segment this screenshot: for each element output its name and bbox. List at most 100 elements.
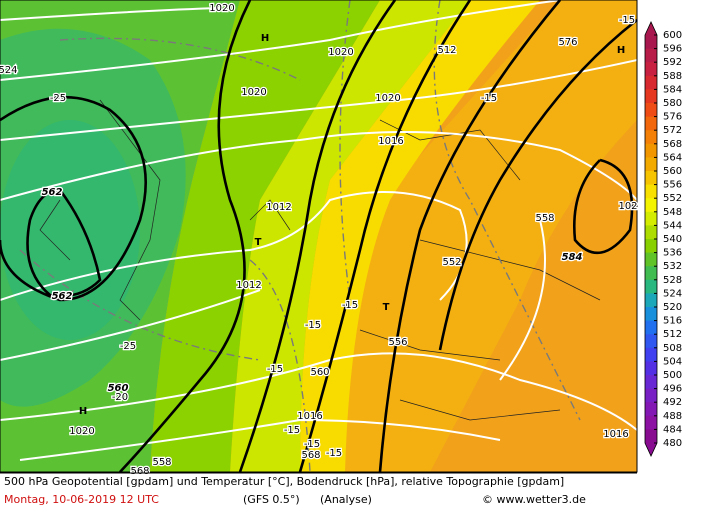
map-label: H bbox=[79, 406, 87, 417]
colorbar-segment bbox=[645, 198, 657, 213]
colorbar-label: 528 bbox=[663, 275, 682, 286]
map-label: -15 bbox=[326, 448, 342, 459]
map-labels: 1020 H 1020 512 576 -15 H 524 -25 1020 1020 -15 1016… bbox=[0, 2, 639, 479]
colorbar-segment bbox=[645, 307, 657, 322]
colorbar-label: 520 bbox=[663, 302, 682, 313]
colorbar-segment bbox=[645, 266, 657, 281]
colorbar-segment bbox=[645, 347, 657, 362]
colorbar-segment bbox=[645, 402, 657, 417]
map-label: 1020 bbox=[241, 87, 266, 98]
colorbar-label: 484 bbox=[663, 424, 682, 435]
colorbar-label: 584 bbox=[663, 84, 682, 95]
colorbar-segment bbox=[645, 35, 657, 50]
colorbar-segment bbox=[645, 48, 657, 63]
colorbar-label: 516 bbox=[663, 316, 682, 327]
colorbar-segment bbox=[645, 103, 657, 118]
colorbar-segment bbox=[645, 239, 657, 254]
colorbar-label: 568 bbox=[663, 139, 682, 150]
colorbar-label: 548 bbox=[663, 207, 682, 218]
map-label: 1020 bbox=[375, 93, 400, 104]
caption-analysis: (Analyse) bbox=[320, 493, 372, 506]
colorbar-segment bbox=[645, 415, 657, 430]
caption-date: Montag, 10-06-2019 12 UTC bbox=[4, 493, 159, 506]
map-label: T bbox=[255, 237, 262, 248]
map-label: 1012 bbox=[266, 202, 291, 213]
map-label: H bbox=[261, 33, 269, 44]
colorbar-segment bbox=[645, 116, 657, 131]
map-label: 524 bbox=[0, 65, 18, 76]
colorbar-label: 480 bbox=[663, 438, 682, 449]
map-label: 560 bbox=[108, 383, 129, 394]
map-label: 576 bbox=[558, 37, 577, 48]
colorbar-label: 600 bbox=[663, 30, 682, 41]
map-frame bbox=[0, 0, 638, 473]
map bbox=[0, 0, 638, 473]
colorbar-label: 552 bbox=[663, 193, 682, 204]
zone-yellow bbox=[300, 0, 540, 472]
colorbar-segment bbox=[645, 143, 657, 158]
colorbar-label: 592 bbox=[663, 57, 682, 68]
map-label: 1012 bbox=[236, 280, 261, 291]
map-label: 1020 bbox=[328, 47, 353, 58]
map-label: 562 bbox=[42, 187, 63, 198]
colorbar-label: 588 bbox=[663, 71, 682, 82]
map-label: 556 bbox=[388, 337, 407, 348]
caption-credit: © www.wetter3.de bbox=[482, 493, 586, 506]
map-label: -15 bbox=[342, 300, 358, 311]
colorbar-label: 580 bbox=[663, 98, 682, 109]
map-label: -25 bbox=[50, 93, 66, 104]
colorbar-label: 512 bbox=[663, 329, 682, 340]
map-label: -25 bbox=[120, 341, 136, 352]
caption-description: 500 hPa Geopotential [gpdam] und Tempera… bbox=[4, 475, 564, 488]
colorbar-segment bbox=[645, 211, 657, 226]
map-label: 1016 bbox=[378, 136, 403, 147]
map-label: -20 bbox=[112, 392, 128, 403]
colorbar-arrow-bottom bbox=[645, 443, 657, 456]
colorbar-label: 556 bbox=[663, 180, 682, 191]
colorbar-label: 492 bbox=[663, 397, 682, 408]
colorbar-arrow-top bbox=[645, 22, 657, 35]
colorbar-label: 496 bbox=[663, 384, 682, 395]
map-label: 1016 bbox=[603, 429, 628, 440]
colorbar: 600 596 592 588 584 580 576 572 568 564 560 556 552 5… bbox=[644, 21, 682, 457]
colorbar-segment bbox=[645, 225, 657, 240]
colorbar-label: 544 bbox=[663, 220, 682, 231]
colorbar-segment bbox=[645, 130, 657, 145]
map-label: 1020 bbox=[69, 426, 94, 437]
colorbar-label: 500 bbox=[663, 370, 682, 381]
colorbar-segment bbox=[645, 388, 657, 403]
map-label: 558 bbox=[152, 457, 171, 468]
temperature-lines bbox=[19, 0, 581, 473]
colorbar-label: 532 bbox=[663, 261, 682, 272]
colorbar-label: 540 bbox=[663, 234, 682, 245]
map-label: -15 bbox=[267, 364, 283, 375]
map-label: 512 bbox=[437, 45, 456, 56]
colorbar-segment bbox=[645, 184, 657, 199]
colorbar-segment bbox=[645, 375, 657, 390]
colorbar-label: 560 bbox=[663, 166, 682, 177]
pressure-isobars bbox=[0, 0, 637, 460]
caption-model: (GFS 0.5°) bbox=[243, 493, 300, 506]
colorbar-label: 488 bbox=[663, 411, 682, 422]
map-label: 560 bbox=[310, 367, 329, 378]
map-label: -15 bbox=[304, 439, 320, 450]
map-label: -15 bbox=[481, 93, 497, 104]
map-label: T bbox=[383, 302, 390, 313]
map-label: 584 bbox=[562, 252, 583, 263]
colorbar-label: 596 bbox=[663, 44, 682, 55]
colorbar-segment bbox=[645, 320, 657, 335]
colorbar-segment bbox=[645, 293, 657, 308]
map-label: -15 bbox=[284, 425, 300, 436]
colorbar-segment bbox=[645, 334, 657, 349]
map-label: -15 bbox=[305, 320, 321, 331]
map-label: H bbox=[617, 45, 625, 56]
colorbar-label: 576 bbox=[663, 112, 682, 123]
colorbar-label: 564 bbox=[663, 152, 682, 163]
colorbar-segment bbox=[645, 279, 657, 294]
map-label: 1016 bbox=[297, 411, 322, 422]
map-label: -15 bbox=[619, 15, 635, 26]
colorbar-label: 508 bbox=[663, 343, 682, 354]
colorbar-label: 524 bbox=[663, 288, 682, 299]
map-label: 568 bbox=[301, 450, 320, 461]
